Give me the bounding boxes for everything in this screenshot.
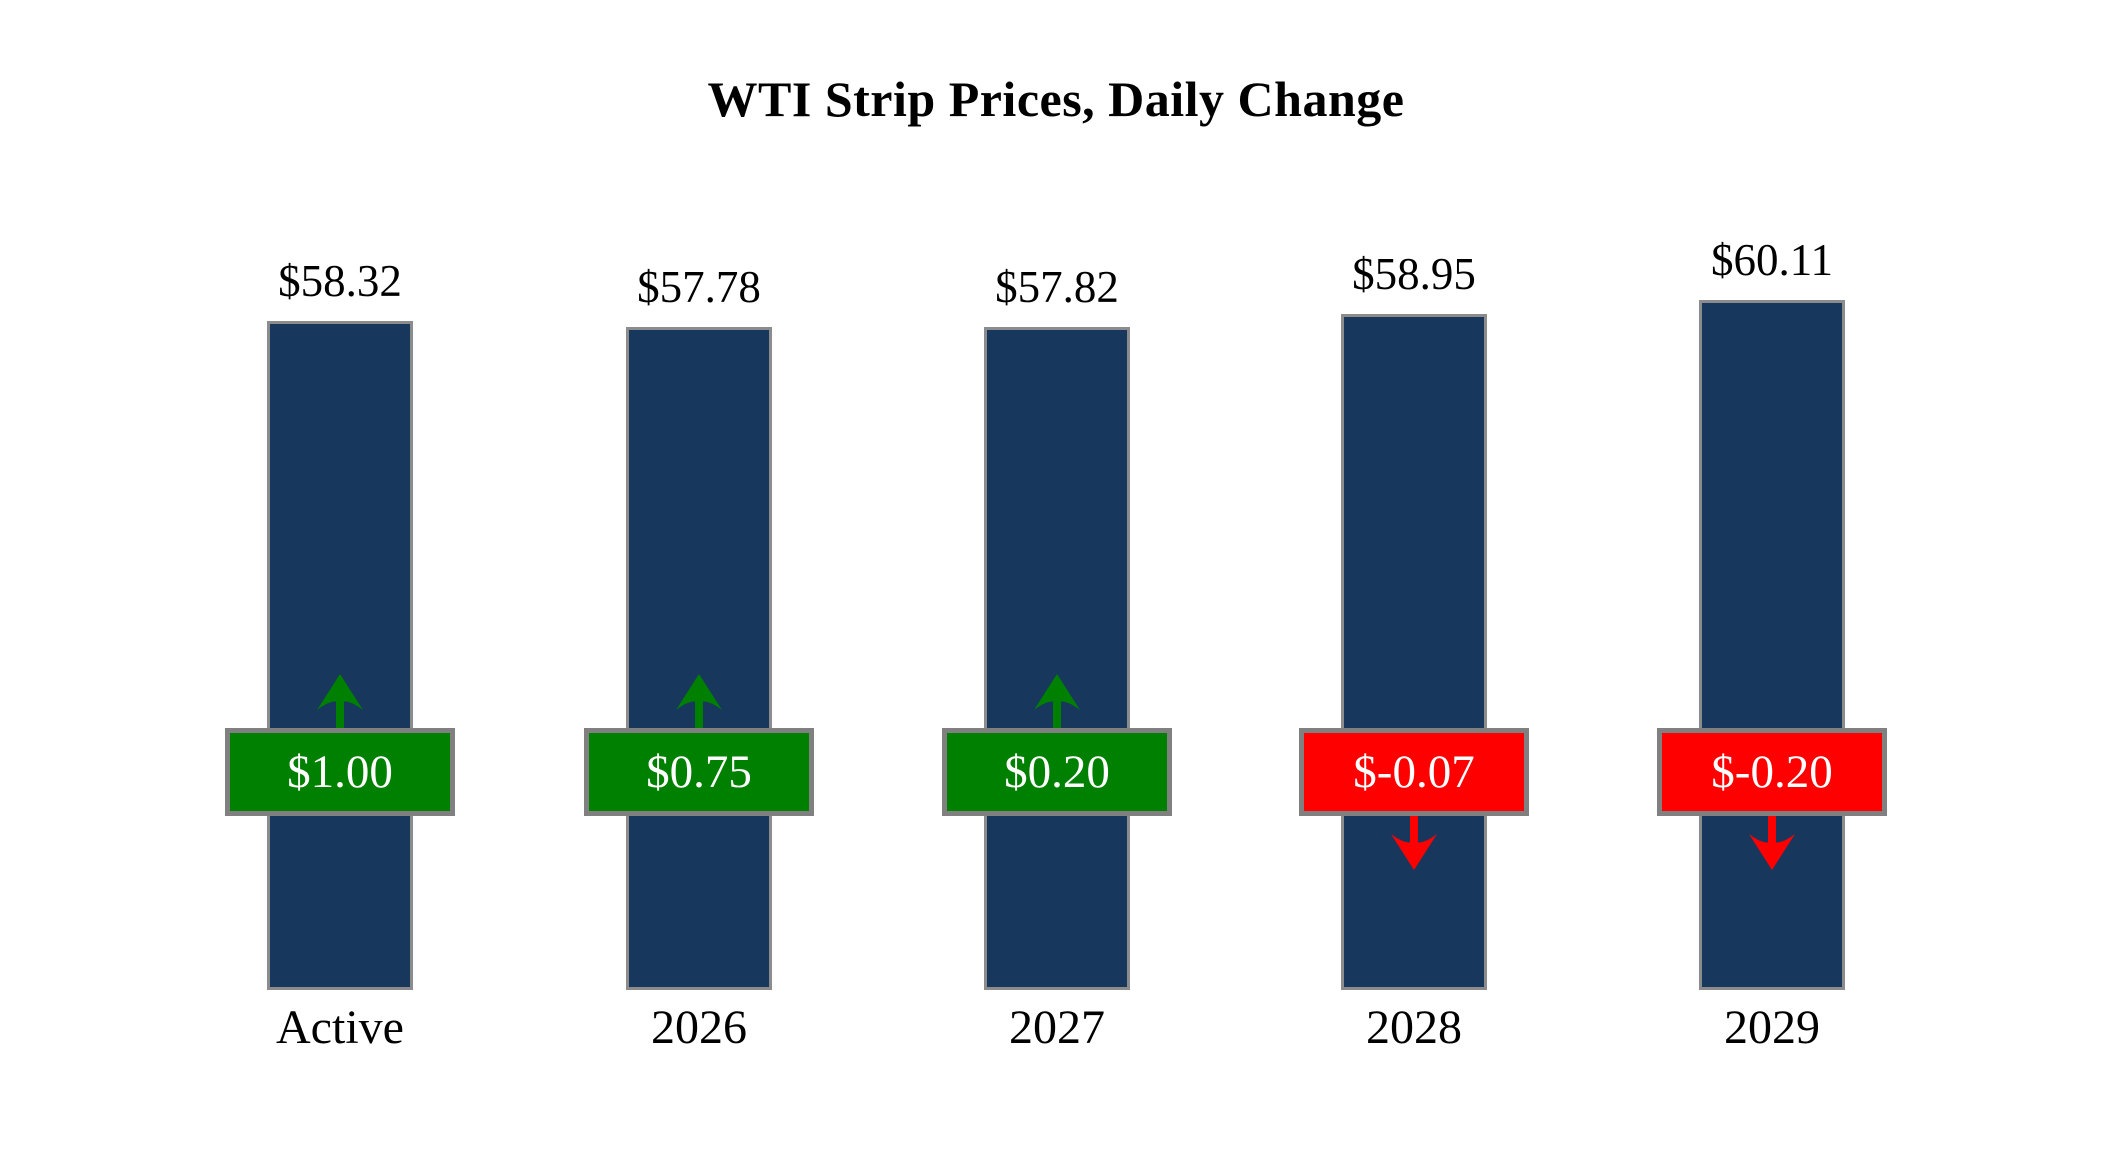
price-label: $58.32	[278, 256, 402, 306]
price-label: $58.95	[1352, 249, 1476, 299]
price-bar	[626, 327, 772, 990]
change-value: $-0.07	[1353, 746, 1475, 798]
category-label: 2026	[651, 1001, 747, 1054]
up-arrow-icon	[1034, 674, 1080, 729]
price-bar	[1341, 314, 1487, 990]
price-label: $60.11	[1710, 235, 1834, 285]
down-arrow-icon	[1749, 815, 1795, 870]
change-badge: $0.20	[942, 728, 1172, 816]
chart-title: WTI Strip Prices, Daily Change	[707, 71, 1405, 127]
price-label: $57.78	[637, 262, 761, 312]
change-value: $0.75	[646, 746, 752, 798]
change-value: $1.00	[287, 746, 393, 798]
down-arrow-icon	[1391, 815, 1437, 870]
up-arrow-icon	[676, 674, 722, 729]
category-label: Active	[276, 1001, 404, 1054]
change-value: $-0.20	[1711, 746, 1833, 798]
category-label: 2029	[1724, 1001, 1820, 1054]
price-bar	[1699, 300, 1845, 990]
price-label: $57.82	[995, 262, 1119, 312]
change-badge: $0.75	[584, 728, 814, 816]
category-label: 2028	[1366, 1001, 1462, 1054]
up-arrow-icon	[317, 674, 363, 729]
price-bar	[267, 321, 413, 990]
category-label: 2027	[1009, 1001, 1105, 1054]
change-badge: $-0.07	[1299, 728, 1529, 816]
price-bar	[984, 327, 1130, 990]
change-value: $0.20	[1004, 746, 1110, 798]
change-badge: $1.00	[225, 728, 455, 816]
change-badge: $-0.20	[1657, 728, 1887, 816]
